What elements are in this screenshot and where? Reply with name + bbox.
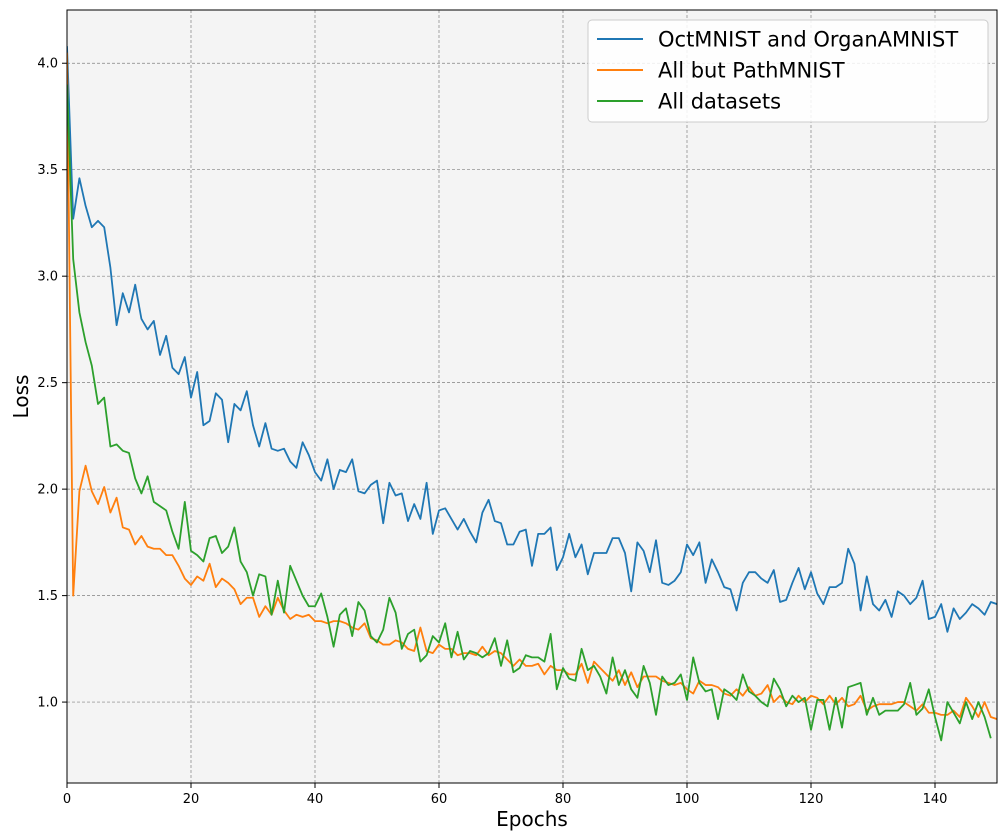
x-tick-label: 80 <box>555 792 572 807</box>
x-tick-label: 40 <box>307 792 324 807</box>
x-tick-label: 120 <box>799 792 824 807</box>
x-axis-label: Epochs <box>496 807 568 831</box>
series-lines <box>67 46 997 742</box>
plot-frame <box>66 9 998 784</box>
series-line-2 <box>67 52 997 720</box>
series-line-1 <box>67 46 997 633</box>
y-tick-label: 4.0 <box>37 57 58 72</box>
x-tick-label: 60 <box>431 792 448 807</box>
legend-box <box>587 19 989 123</box>
series-line-3 <box>67 84 992 742</box>
x-tick-label: 20 <box>183 792 200 807</box>
plot-area <box>67 10 997 783</box>
grid <box>67 10 997 783</box>
legend-label: All datasets <box>658 90 781 114</box>
x-tick-label: 140 <box>923 792 948 807</box>
y-tick-label: 3.5 <box>37 163 58 178</box>
x-tick-label: 0 <box>63 792 71 807</box>
y-tick-label: 1.0 <box>37 696 58 711</box>
y-axis-label: Loss <box>9 375 33 419</box>
legend-label: All but PathMNIST <box>658 59 845 83</box>
y-tick-label: 1.5 <box>37 589 58 604</box>
x-tick-label: 100 <box>675 792 700 807</box>
x-axis-ticks: 0 20 40 60 80 100 120 140 <box>63 783 948 807</box>
legend: OctMNIST and OrganAMNIST All but PathMNIS… <box>587 19 989 123</box>
y-tick-label: 3.0 <box>37 270 58 285</box>
legend-label: OctMNIST and OrganAMNIST <box>658 28 958 52</box>
y-tick-label: 2.5 <box>37 376 58 391</box>
y-axis-ticks: 1.0 1.5 2.0 2.5 3.0 3.5 4.0 <box>37 57 67 711</box>
y-tick-label: 2.0 <box>37 483 58 498</box>
